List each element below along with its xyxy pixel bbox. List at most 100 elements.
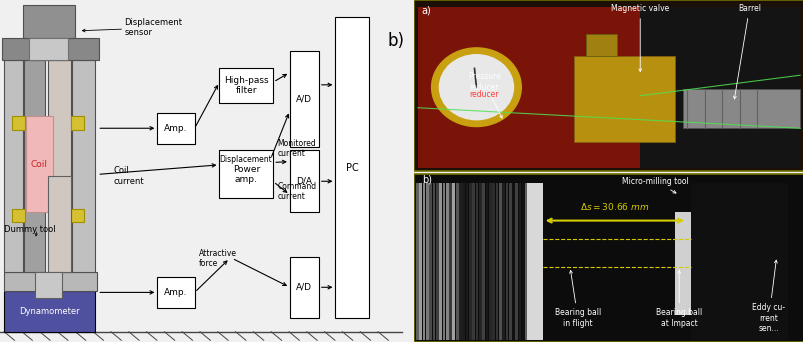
FancyBboxPatch shape	[414, 0, 803, 171]
FancyBboxPatch shape	[449, 183, 451, 340]
FancyBboxPatch shape	[429, 183, 431, 340]
FancyBboxPatch shape	[442, 183, 445, 340]
FancyBboxPatch shape	[289, 256, 319, 318]
FancyBboxPatch shape	[446, 183, 448, 340]
Text: Amp.: Amp.	[164, 288, 187, 297]
Text: Monitored
current: Monitored current	[277, 139, 316, 158]
FancyBboxPatch shape	[495, 183, 498, 340]
FancyBboxPatch shape	[414, 174, 803, 342]
FancyBboxPatch shape	[488, 183, 491, 340]
FancyBboxPatch shape	[585, 34, 616, 56]
Text: A/D: A/D	[296, 283, 312, 292]
FancyBboxPatch shape	[4, 291, 95, 332]
FancyBboxPatch shape	[462, 183, 465, 340]
Text: b): b)	[387, 32, 404, 50]
FancyBboxPatch shape	[289, 51, 319, 147]
FancyBboxPatch shape	[4, 60, 22, 272]
FancyBboxPatch shape	[524, 183, 528, 340]
Text: Command
current: Command current	[277, 182, 316, 201]
FancyBboxPatch shape	[502, 183, 504, 340]
FancyBboxPatch shape	[465, 183, 468, 340]
FancyBboxPatch shape	[683, 89, 799, 128]
FancyBboxPatch shape	[426, 183, 428, 340]
Text: High-pass
filter: High-pass filter	[224, 76, 268, 95]
Text: Pressure
reducer: Pressure reducer	[467, 73, 502, 118]
FancyBboxPatch shape	[521, 183, 524, 340]
Text: Coil
current: Coil current	[114, 167, 145, 186]
Text: Bearing ball
in flight: Bearing ball in flight	[554, 271, 600, 328]
FancyBboxPatch shape	[690, 183, 788, 340]
FancyBboxPatch shape	[435, 183, 438, 340]
Text: Barrel: Barrel	[732, 4, 760, 99]
Circle shape	[439, 55, 513, 120]
FancyBboxPatch shape	[472, 183, 475, 340]
FancyBboxPatch shape	[47, 176, 71, 272]
FancyBboxPatch shape	[482, 183, 484, 340]
Text: Micro-milling tool: Micro-milling tool	[622, 177, 688, 193]
Text: b): b)	[422, 174, 431, 185]
FancyBboxPatch shape	[518, 183, 521, 340]
Text: Displacement
sensor: Displacement sensor	[124, 18, 182, 37]
FancyBboxPatch shape	[335, 17, 368, 318]
FancyBboxPatch shape	[528, 183, 531, 340]
FancyBboxPatch shape	[468, 183, 471, 340]
FancyBboxPatch shape	[24, 60, 45, 272]
FancyBboxPatch shape	[418, 7, 639, 168]
FancyBboxPatch shape	[26, 116, 52, 212]
FancyBboxPatch shape	[479, 183, 481, 340]
FancyBboxPatch shape	[498, 183, 501, 340]
Text: Coil: Coil	[31, 160, 47, 169]
FancyBboxPatch shape	[11, 116, 25, 130]
Circle shape	[431, 48, 520, 127]
FancyBboxPatch shape	[639, 7, 799, 168]
FancyBboxPatch shape	[415, 183, 418, 340]
FancyBboxPatch shape	[512, 183, 514, 340]
Text: Magnetic valve: Magnetic valve	[610, 4, 669, 71]
FancyBboxPatch shape	[219, 68, 273, 103]
Text: PC: PC	[345, 162, 358, 173]
FancyBboxPatch shape	[438, 183, 442, 340]
FancyBboxPatch shape	[475, 183, 478, 340]
FancyBboxPatch shape	[485, 183, 487, 340]
FancyBboxPatch shape	[505, 183, 507, 340]
Text: Eddy cu-
rrent
sen...: Eddy cu- rrent sen...	[752, 260, 785, 333]
FancyBboxPatch shape	[219, 150, 273, 198]
FancyBboxPatch shape	[29, 38, 68, 60]
FancyBboxPatch shape	[508, 183, 511, 340]
FancyBboxPatch shape	[573, 56, 675, 142]
FancyBboxPatch shape	[675, 212, 690, 315]
FancyBboxPatch shape	[71, 209, 84, 222]
FancyBboxPatch shape	[157, 277, 194, 308]
FancyBboxPatch shape	[459, 183, 461, 340]
FancyBboxPatch shape	[157, 113, 194, 144]
FancyBboxPatch shape	[419, 183, 422, 340]
FancyBboxPatch shape	[422, 183, 425, 340]
FancyBboxPatch shape	[432, 183, 434, 340]
Text: a): a)	[422, 5, 431, 15]
FancyBboxPatch shape	[11, 209, 25, 222]
Text: Dummy tool: Dummy tool	[4, 225, 55, 234]
FancyBboxPatch shape	[289, 150, 319, 212]
FancyBboxPatch shape	[22, 5, 75, 38]
Text: reducer: reducer	[469, 90, 499, 98]
FancyBboxPatch shape	[542, 183, 675, 340]
Text: D/A: D/A	[296, 177, 312, 186]
FancyBboxPatch shape	[491, 183, 495, 340]
Text: Displacement: Displacement	[219, 155, 272, 163]
FancyBboxPatch shape	[455, 183, 458, 340]
FancyBboxPatch shape	[4, 272, 97, 291]
Text: Bearing ball
at Impact: Bearing ball at Impact	[655, 271, 702, 328]
Text: Power
amp.: Power amp.	[232, 165, 259, 184]
FancyBboxPatch shape	[47, 60, 71, 272]
FancyBboxPatch shape	[71, 116, 84, 130]
Text: Dynamometer: Dynamometer	[19, 307, 80, 316]
FancyBboxPatch shape	[452, 183, 454, 340]
Text: Amp.: Amp.	[164, 124, 187, 133]
Text: Attractive
force: Attractive force	[198, 249, 236, 268]
FancyBboxPatch shape	[35, 272, 62, 298]
Text: $\Delta s = 30.66\ mm$: $\Delta s = 30.66\ mm$	[580, 201, 649, 212]
FancyBboxPatch shape	[515, 183, 517, 340]
Text: A/D: A/D	[296, 95, 312, 104]
FancyBboxPatch shape	[72, 60, 95, 272]
FancyBboxPatch shape	[2, 38, 100, 60]
